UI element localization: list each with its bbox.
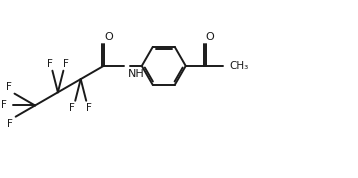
Text: F: F: [47, 59, 52, 69]
Text: F: F: [63, 59, 69, 69]
Text: F: F: [1, 100, 7, 111]
Text: CH₃: CH₃: [230, 61, 249, 71]
Text: F: F: [6, 82, 12, 92]
Text: F: F: [7, 119, 13, 129]
Text: F: F: [69, 103, 75, 112]
Text: NH: NH: [127, 69, 144, 79]
Text: F: F: [86, 103, 92, 112]
Text: O: O: [104, 32, 113, 42]
Text: O: O: [205, 32, 214, 42]
